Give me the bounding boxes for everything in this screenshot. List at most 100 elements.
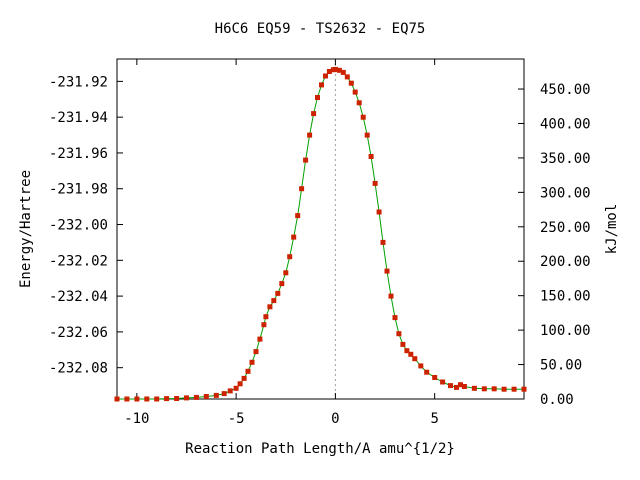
data-point xyxy=(521,386,527,392)
data-point xyxy=(241,375,247,381)
data-point xyxy=(408,351,414,357)
data-markers xyxy=(114,66,527,402)
y-tick-label: -231.96 xyxy=(49,146,108,162)
y-tick-label: -232.00 xyxy=(49,218,108,234)
data-point xyxy=(184,395,189,401)
data-point xyxy=(454,384,459,390)
data-point xyxy=(263,314,269,320)
data-point xyxy=(481,386,487,392)
data-point xyxy=(432,375,438,380)
data-point xyxy=(295,213,301,219)
y-tick-label: -232.08 xyxy=(49,361,108,377)
y2-tick-label: 50.00 xyxy=(540,358,582,374)
y-axis-label: Energy/Hartree xyxy=(18,170,34,288)
plot-frame xyxy=(116,58,525,400)
chart-title: H6C6 EQ59 - TS2632 - EQ75 xyxy=(215,21,426,37)
data-point xyxy=(144,396,150,402)
data-point xyxy=(275,290,281,296)
data-point xyxy=(227,388,233,394)
y2-tick-label: 450.00 xyxy=(540,82,591,98)
data-point xyxy=(376,209,382,215)
data-point xyxy=(291,234,297,240)
data-point xyxy=(237,381,243,387)
data-point xyxy=(271,298,277,304)
data-point xyxy=(221,391,227,397)
data-point xyxy=(418,363,424,369)
bottom-axis: -10 -5 0 5 xyxy=(124,59,439,427)
data-point xyxy=(134,396,140,402)
data-point xyxy=(368,154,374,159)
data-point xyxy=(511,386,517,392)
data-point xyxy=(360,114,366,120)
data-point xyxy=(356,100,362,106)
data-point xyxy=(174,396,180,401)
y2-tick-label: 150.00 xyxy=(540,289,591,305)
x-tick-label: 0 xyxy=(331,411,339,427)
y2-tick-label: 250.00 xyxy=(540,220,591,236)
data-point xyxy=(245,368,251,374)
data-point xyxy=(257,336,263,342)
data-point xyxy=(344,74,350,80)
data-point xyxy=(424,369,430,375)
y2-axis-label: kJ/mol xyxy=(604,204,620,255)
x-axis-label: Reaction Path Length/A amu^{1/2} xyxy=(185,441,455,457)
data-point xyxy=(315,95,320,100)
left-axis: -231.92 -231.94 -231.96 -231.98 -232.00 -232.… xyxy=(49,74,123,377)
x-tick-label: -10 xyxy=(124,411,149,427)
y2-tick-label: 350.00 xyxy=(540,151,591,167)
y-tick-label: -231.98 xyxy=(49,182,108,198)
data-point xyxy=(253,349,259,355)
data-point xyxy=(193,394,199,400)
data-point xyxy=(392,315,398,321)
y2-tick-label: 300.00 xyxy=(540,185,591,201)
data-point xyxy=(114,396,120,402)
y-tick-label: -231.92 xyxy=(49,74,108,90)
data-point xyxy=(307,132,313,138)
data-point xyxy=(491,386,497,392)
data-point xyxy=(326,69,332,74)
data-point xyxy=(471,385,477,391)
y-tick-label: -232.04 xyxy=(49,289,108,305)
data-point xyxy=(283,270,289,276)
data-point xyxy=(352,89,358,95)
right-axis: 0.00 50.00 100.00 150.00 200.00 250.00 300.00 3… xyxy=(518,82,591,408)
data-point xyxy=(380,239,386,245)
data-point xyxy=(261,322,267,328)
data-point xyxy=(287,254,293,260)
data-point xyxy=(323,73,328,79)
data-point xyxy=(348,80,354,86)
data-point xyxy=(412,356,418,362)
data-point xyxy=(332,66,338,72)
data-point xyxy=(279,281,285,287)
data-point xyxy=(213,392,219,398)
y2-tick-label: 200.00 xyxy=(540,254,591,270)
data-point xyxy=(249,359,255,365)
data-point xyxy=(336,67,342,73)
data-point xyxy=(303,157,309,163)
energy-curve xyxy=(117,68,524,400)
data-point xyxy=(311,111,317,117)
data-point xyxy=(203,394,209,399)
data-point xyxy=(164,396,170,402)
x-tick-label: 5 xyxy=(430,411,438,427)
y2-tick-label: 0.00 xyxy=(540,392,574,408)
data-point xyxy=(233,385,239,391)
y-tick-label: -231.94 xyxy=(49,110,108,126)
data-point xyxy=(400,341,406,347)
data-point xyxy=(396,331,402,337)
data-point xyxy=(319,82,324,88)
data-point xyxy=(154,396,160,402)
data-point xyxy=(299,186,305,192)
data-point xyxy=(404,348,410,354)
data-point xyxy=(388,293,394,299)
data-point xyxy=(461,384,467,389)
data-point xyxy=(364,132,370,138)
data-point xyxy=(267,304,273,310)
data-point xyxy=(448,383,453,389)
x-tick-label: -5 xyxy=(228,411,245,427)
data-point xyxy=(501,386,507,392)
data-point xyxy=(384,268,390,274)
y-tick-label: -232.02 xyxy=(49,253,108,269)
data-point xyxy=(372,180,378,186)
